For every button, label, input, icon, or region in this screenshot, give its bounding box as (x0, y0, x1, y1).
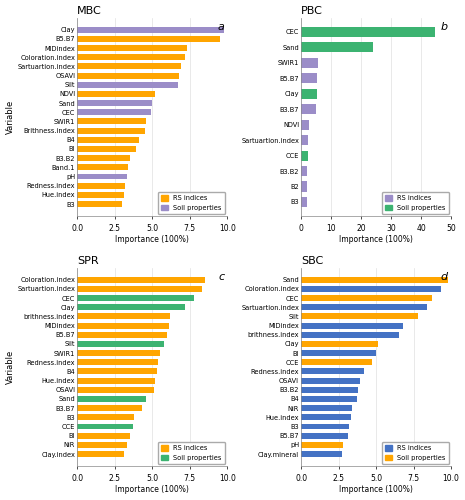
Y-axis label: Variable: Variable (6, 100, 14, 134)
Bar (301, 322, 403, 328)
X-axis label: Importance (100%): Importance (100%) (115, 486, 189, 494)
Bar (301, 88, 317, 99)
Bar (77, 378, 155, 384)
Bar (77, 322, 169, 328)
Bar (301, 396, 357, 402)
Bar (77, 276, 205, 282)
Bar (77, 72, 179, 78)
Legend: RS indices, Soil properties: RS indices, Soil properties (382, 442, 449, 464)
Text: b: b (441, 22, 448, 32)
Bar (301, 150, 308, 160)
Bar (77, 45, 187, 51)
Bar (301, 104, 316, 114)
Text: MBC: MBC (77, 6, 102, 16)
Bar (301, 360, 372, 366)
Bar (77, 424, 133, 430)
Bar (77, 82, 178, 87)
Bar (301, 276, 448, 282)
Bar (301, 314, 418, 320)
Bar (301, 42, 373, 52)
Bar (301, 166, 307, 176)
Bar (301, 58, 318, 68)
Bar (77, 332, 167, 338)
Bar (77, 137, 139, 143)
Bar (77, 387, 154, 393)
Bar (77, 118, 146, 124)
Bar (301, 405, 352, 411)
Legend: RS indices, Soil properties: RS indices, Soil properties (382, 192, 449, 214)
Bar (77, 360, 158, 366)
Bar (301, 424, 349, 430)
Bar (77, 442, 127, 448)
Bar (301, 304, 427, 310)
Bar (301, 73, 317, 83)
Bar (77, 341, 164, 347)
Legend: RS indices, Soil properties: RS indices, Soil properties (158, 442, 225, 464)
Bar (301, 332, 399, 338)
Bar (301, 368, 364, 374)
Bar (301, 387, 358, 393)
Bar (301, 26, 434, 37)
Bar (301, 442, 343, 448)
X-axis label: Importance (100%): Importance (100%) (339, 236, 413, 244)
Bar (77, 91, 155, 97)
Bar (77, 64, 181, 70)
Bar (77, 192, 124, 198)
Bar (77, 368, 157, 374)
Bar (77, 128, 145, 134)
Bar (301, 451, 342, 457)
Bar (301, 341, 378, 347)
Text: PBC: PBC (301, 6, 323, 16)
Bar (77, 164, 128, 170)
X-axis label: Importance (100%): Importance (100%) (339, 486, 413, 494)
Bar (301, 286, 440, 292)
Bar (77, 314, 170, 320)
X-axis label: Importance (100%): Importance (100%) (115, 236, 189, 244)
Bar (77, 350, 159, 356)
Bar (301, 182, 307, 192)
Bar (77, 304, 185, 310)
Bar (77, 155, 130, 161)
Bar (77, 396, 146, 402)
Bar (301, 350, 376, 356)
Bar (77, 146, 136, 152)
Bar (301, 295, 432, 301)
Bar (301, 197, 306, 207)
Bar (77, 36, 219, 42)
Bar (77, 451, 124, 457)
Bar (301, 120, 309, 130)
Bar (301, 378, 359, 384)
Y-axis label: Variable: Variable (6, 350, 14, 384)
Text: SBC: SBC (301, 256, 323, 266)
Bar (77, 110, 151, 116)
Bar (301, 135, 308, 145)
Bar (301, 414, 351, 420)
Text: a: a (217, 22, 224, 32)
Bar (77, 405, 142, 411)
Bar (77, 432, 130, 438)
Bar (77, 174, 127, 180)
Legend: RS indices, Soil properties: RS indices, Soil properties (158, 192, 225, 214)
Bar (77, 414, 134, 420)
Bar (77, 26, 224, 32)
Bar (77, 100, 152, 106)
Text: d: d (441, 272, 448, 281)
Text: c: c (218, 272, 224, 281)
Bar (77, 295, 194, 301)
Bar (77, 54, 185, 60)
Bar (77, 182, 125, 188)
Bar (77, 286, 202, 292)
Bar (301, 432, 348, 438)
Bar (77, 201, 122, 207)
Text: SPR: SPR (77, 256, 99, 266)
